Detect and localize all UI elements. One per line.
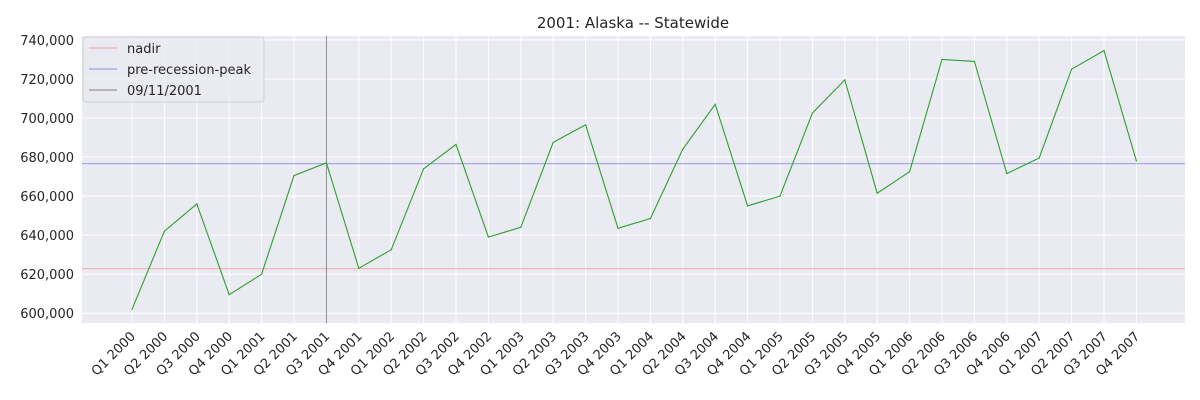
y-tick-label: 740,000 <box>20 34 74 49</box>
data-point <box>844 79 846 81</box>
legend: nadir pre-recession-peak 09/11/2001 <box>82 36 265 103</box>
data-point <box>261 273 263 275</box>
y-tick-label: 660,000 <box>20 190 74 205</box>
data-point <box>1071 68 1073 70</box>
data-point <box>487 236 489 238</box>
data-point <box>390 249 392 251</box>
data-point <box>714 103 716 105</box>
data-point <box>811 112 814 114</box>
y-tick-label: 720,000 <box>20 73 74 88</box>
legend-box <box>82 36 265 103</box>
legend-entry: 09/11/2001 <box>127 84 202 99</box>
y-tick-label: 640,000 <box>20 229 74 244</box>
y-tick-label: 700,000 <box>20 112 74 127</box>
data-point <box>131 308 133 310</box>
data-point <box>1135 160 1137 162</box>
data-point <box>293 174 295 177</box>
legend-entry: pre-recession-peak <box>127 63 251 78</box>
reference-lines <box>82 36 1185 323</box>
data-point <box>1038 157 1040 159</box>
y-tick-label: 600,000 <box>20 307 74 322</box>
data-point <box>325 162 327 164</box>
data-point <box>423 168 425 170</box>
data-point <box>455 143 457 145</box>
series-line <box>131 49 1137 310</box>
data-series <box>131 49 1137 310</box>
data-point <box>358 267 360 269</box>
data-point <box>941 58 943 61</box>
data-point <box>228 294 230 296</box>
data-point <box>682 148 684 150</box>
legend-entry: nadir <box>127 42 161 57</box>
data-point <box>617 227 619 229</box>
data-point <box>163 230 165 232</box>
data-point <box>585 124 587 126</box>
data-point <box>909 171 911 173</box>
y-axis: 600,000 620,000 640,000 660,000 680,000 700,0… <box>20 34 74 322</box>
data-point <box>973 60 976 62</box>
data-point <box>196 203 198 205</box>
plot-area <box>82 36 1185 323</box>
y-tick-label: 680,000 <box>20 151 74 166</box>
data-point <box>876 192 878 194</box>
chart-title: 2001: Alaska -- Statewide <box>537 14 729 32</box>
y-tick-label: 620,000 <box>20 268 74 283</box>
data-point <box>1103 50 1105 52</box>
data-point <box>649 217 652 220</box>
data-point <box>552 141 554 144</box>
data-point <box>1006 173 1008 175</box>
data-point <box>747 205 749 207</box>
data-point <box>520 226 522 228</box>
data-point <box>779 195 781 197</box>
